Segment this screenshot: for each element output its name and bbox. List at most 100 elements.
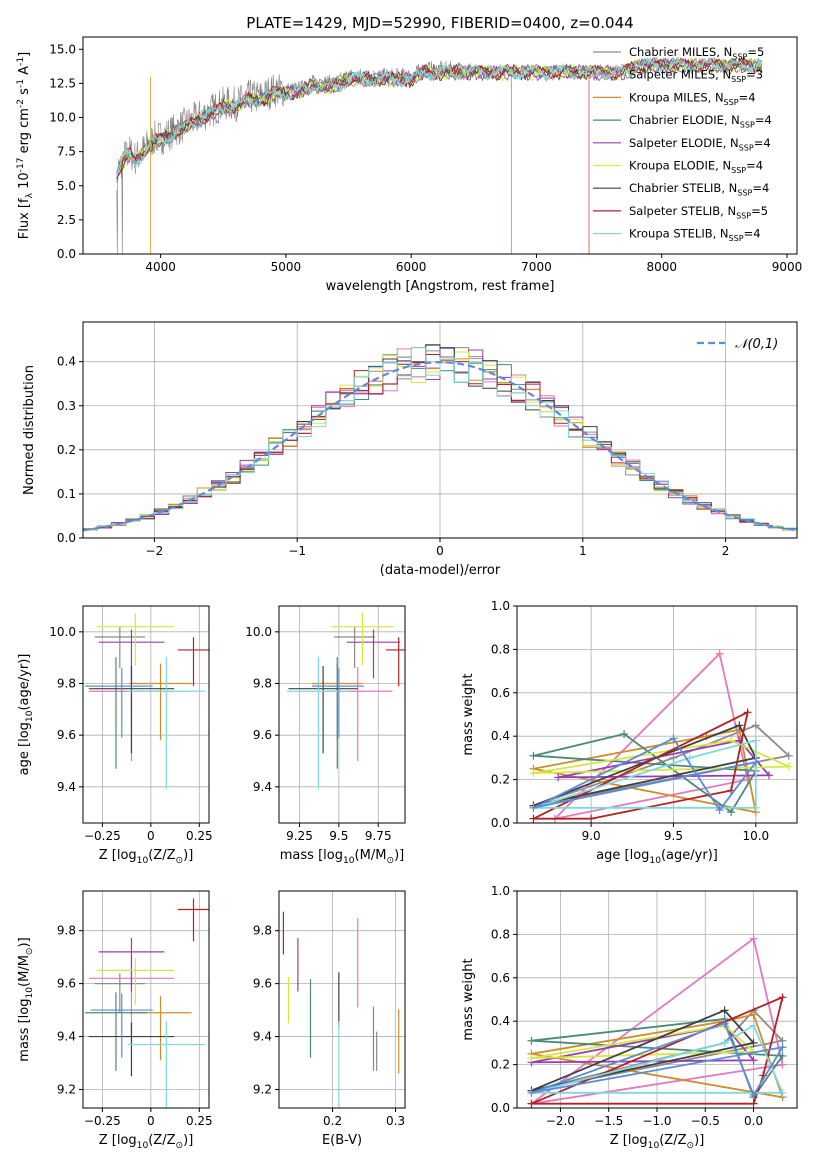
y-tick-label: 5.0 — [57, 179, 76, 193]
y-tick-label: 9.4 — [253, 780, 272, 794]
x-axis-label: Z [log10​(Z/Z⊙​)] — [99, 1133, 194, 1151]
y-tick-label: 0.8 — [491, 642, 510, 656]
y-tick-label: 9.8 — [253, 677, 272, 691]
axes-frame — [82, 36, 798, 255]
x-tick-label: 0.25 — [186, 1114, 213, 1128]
x-tick-label: 9.5 — [329, 829, 348, 843]
y-tick-label: 10.0 — [49, 625, 76, 639]
x-tick-label: 0 — [147, 829, 155, 843]
axes-spectrum: 4000 5000 6000 7000 8000 9000 0.0 2.5 5.0 7.5 10.0… — [16, 36, 802, 294]
legend-entry: 𝒩(0,1) — [735, 337, 778, 352]
ssp-weight-marker — [751, 721, 760, 730]
axes-frame — [278, 890, 406, 1109]
ssp-weight-marker — [749, 1090, 758, 1099]
axes-frame — [82, 890, 210, 1109]
x-tick-label: −1 — [288, 544, 306, 558]
ssp-weight-marker — [778, 993, 787, 1002]
spectrum-model-line — [116, 56, 763, 179]
ssp-weight-marker — [715, 805, 724, 814]
x-tick-label: −1.0 — [642, 1114, 671, 1128]
y-tick-label: 9.2 — [57, 1082, 76, 1096]
ssp-weight-marker — [765, 771, 773, 780]
x-tick-label: −0.5 — [691, 1114, 720, 1128]
ssp-weight-line — [533, 739, 757, 809]
y-tick-label: 0.6 — [491, 971, 510, 985]
x-tick-label: 9.5 — [664, 829, 683, 843]
ssp-weight-marker — [587, 814, 596, 823]
ssp-weight-marker — [527, 1099, 536, 1108]
x-tick-label: −2.0 — [546, 1114, 575, 1128]
ssp-weight-marker — [527, 1088, 536, 1097]
y-tick-label: 0.2 — [57, 443, 76, 457]
legend-entry: Salpeter MILES, NSSP​=3 — [629, 68, 763, 84]
x-tick-label: 0.2 — [323, 1114, 342, 1128]
x-tick-label: 9.0 — [582, 829, 601, 843]
ssp-weight-marker — [727, 808, 736, 817]
x-tick-label: 0 — [147, 1114, 155, 1128]
y-tick-label: 9.8 — [57, 924, 76, 938]
y-tick-label: 1.0 — [491, 884, 510, 898]
normal-curve — [83, 360, 797, 532]
x-tick-label: −0.25 — [84, 1114, 121, 1128]
x-tick-label: 5000 — [271, 260, 302, 274]
ssp-weight-marker — [715, 649, 724, 658]
ssp-weight-line — [533, 724, 758, 807]
legend-spectrum: Chabrier MILES, NSSP​=5 Salpeter MILES, N… — [593, 45, 772, 243]
ssp-weight-marker — [778, 1060, 787, 1069]
y-axis-label: mass [log10​(M/M⊙​)] — [17, 937, 35, 1061]
ssp-weight-marker — [720, 1006, 729, 1015]
ssp-weight-marker — [727, 736, 736, 745]
y-tick-label: 2.5 — [57, 213, 76, 227]
ssp-weight-marker — [751, 736, 760, 745]
x-axis-label: Z [log10​(Z/Z⊙​)] — [610, 1133, 705, 1151]
x-axis-label: E(B-V) — [322, 1133, 362, 1148]
x-tick-label: 0.3 — [386, 1114, 405, 1128]
ssp-weight-marker — [749, 1010, 758, 1019]
ssp-weight-marker — [669, 734, 678, 743]
axes-frame — [516, 605, 798, 824]
axes-frame — [278, 605, 406, 824]
y-tick-label: 9.8 — [253, 924, 272, 938]
plot-area-age_vs_Z — [84, 613, 209, 790]
figure-title: PLATE=1429, MJD=52990, FIBERID=0400, z=0… — [246, 14, 633, 32]
axes-weight_vs_Z: −2.0 −1.5 −1.0 −0.5 0.0 0.0 0.2 0.4 0.6 0.8 1.0 Z [… — [461, 884, 798, 1151]
x-tick-label: 0.0 — [744, 1114, 763, 1128]
x-tick-label: 9.75 — [365, 829, 392, 843]
ssp-weight-line — [552, 651, 749, 821]
x-tick-label: −0.25 — [84, 829, 121, 843]
ssp-weight-marker — [749, 1099, 758, 1108]
x-tick-label: 10.0 — [742, 829, 769, 843]
legend-entry: Kroupa ELODIE, NSSP​=4 — [629, 159, 763, 175]
legend-entry: Chabrier ELODIE, NSSP​=4 — [629, 113, 772, 129]
y-tick-label: 7.5 — [57, 145, 76, 159]
axes-age_vs_Z: −0.25 0 0.25 9.4 9.6 9.8 10.0 Z [log10​(Z/Z⊙​)]… — [17, 605, 213, 866]
y-axis-label: mass weight — [461, 673, 476, 755]
y-tick-label: 9.6 — [253, 977, 272, 991]
ssp-weight-marker — [749, 1038, 758, 1047]
x-tick-label: 8000 — [646, 260, 677, 274]
y-tick-label: 9.8 — [57, 677, 76, 691]
x-tick-label: 7000 — [521, 260, 552, 274]
y-tick-label: 0.1 — [57, 487, 76, 501]
ssp-weight-marker — [529, 803, 538, 812]
ssp-weight-marker — [527, 1054, 536, 1063]
plot-area-residuals — [83, 344, 797, 532]
y-tick-label: 0.0 — [57, 531, 76, 545]
legend-entry: Salpeter ELODIE, NSSP​=4 — [629, 136, 771, 152]
ssp-weight-line — [531, 1009, 756, 1092]
x-tick-label: 0.25 — [186, 829, 213, 843]
ssp-weight-marker — [749, 1021, 758, 1030]
ssp-weight-marker — [778, 1043, 787, 1052]
spectrum-model-line — [116, 57, 763, 176]
legend-entry: Kroupa MILES, NSSP​=4 — [629, 90, 756, 106]
ssp-weight-marker — [778, 1051, 787, 1060]
y-tick-label: 0.6 — [491, 686, 510, 700]
x-tick-label: 4000 — [145, 260, 176, 274]
y-tick-label: 0.4 — [491, 729, 510, 743]
legend-entry: Chabrier STELIB, NSSP​=4 — [629, 181, 769, 197]
plot-area-spectrum — [116, 56, 763, 254]
y-tick-label: 0.2 — [491, 773, 510, 787]
y-tick-label: 0.2 — [491, 1058, 510, 1072]
ssp-weight-marker — [751, 758, 760, 767]
